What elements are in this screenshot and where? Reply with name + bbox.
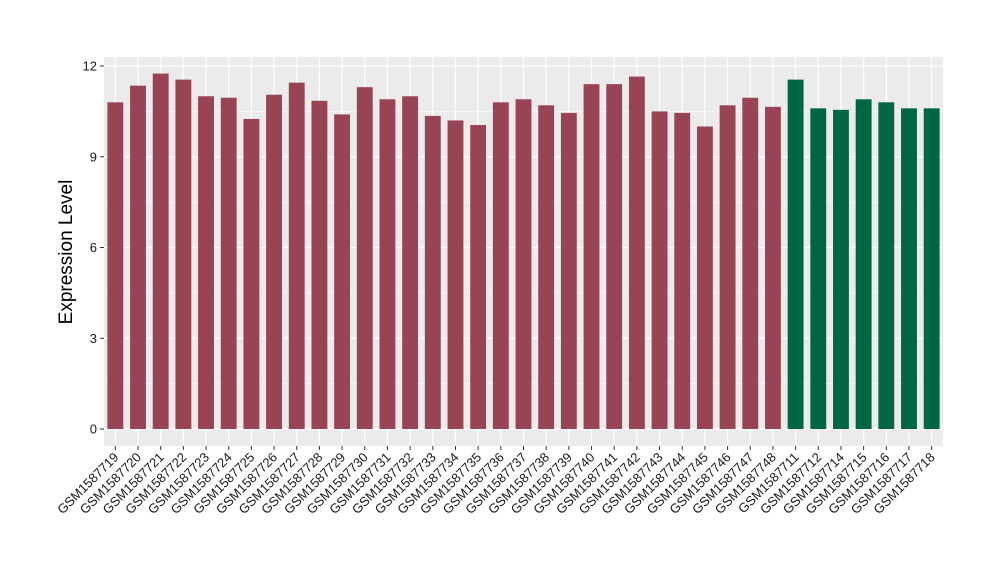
bar [628, 76, 645, 430]
bar [311, 100, 328, 429]
bar [424, 115, 441, 429]
bar [742, 97, 759, 429]
bar [833, 109, 849, 430]
y-tick-label: 0 [90, 422, 97, 437]
y-axis: 0 3 6 9 12 [83, 59, 104, 437]
bar [719, 105, 736, 429]
bar [243, 118, 260, 429]
bar [606, 84, 623, 430]
bar [266, 94, 283, 430]
bar [878, 102, 895, 430]
bar [334, 114, 351, 430]
bar [356, 87, 373, 430]
bar [855, 99, 872, 430]
bar [198, 96, 214, 429]
y-tick-label: 9 [90, 149, 97, 164]
bar [379, 99, 396, 430]
bar [152, 73, 169, 429]
bar [515, 99, 532, 430]
y-tick-label: 3 [90, 331, 97, 346]
bar [220, 97, 237, 429]
bar [560, 112, 577, 429]
bar [651, 111, 668, 429]
bar [923, 108, 940, 429]
bar [674, 112, 691, 429]
bar [810, 108, 827, 429]
bar [492, 102, 509, 430]
bar [107, 102, 124, 430]
y-tick-label: 12 [83, 59, 97, 74]
bar [402, 96, 419, 429]
bar [583, 84, 600, 430]
bar [787, 79, 804, 430]
bar [901, 108, 917, 429]
y-tick-label: 6 [90, 240, 97, 255]
x-axis: GSM1587719GSM1587720GSM1587721GSM1587722… [54, 446, 938, 517]
bar [764, 106, 781, 430]
bar [175, 79, 192, 430]
bars [107, 73, 940, 430]
y-axis-title: Expression Level [56, 180, 77, 325]
bar [288, 82, 305, 429]
bar [130, 85, 146, 429]
bar [696, 126, 713, 429]
bar [538, 105, 555, 429]
bar [470, 124, 487, 430]
bar [447, 120, 464, 429]
